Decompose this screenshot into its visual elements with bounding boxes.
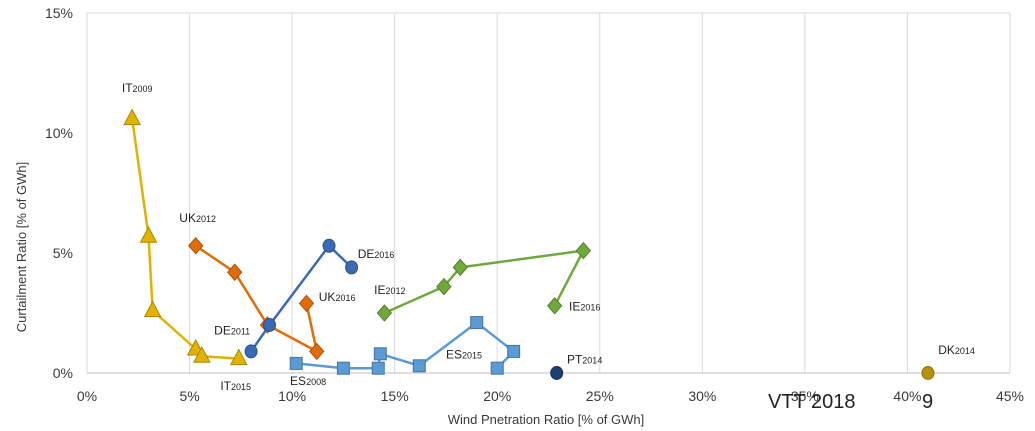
point-label: ES2015 — [446, 348, 482, 362]
point-label: DE2016 — [358, 247, 395, 261]
data-point — [263, 318, 277, 332]
series-ie — [376, 241, 592, 322]
y-tick-label: 15% — [45, 5, 73, 21]
series-dk — [921, 366, 935, 380]
series-pt — [550, 366, 564, 380]
point-label: ES2008 — [290, 374, 326, 388]
data-point — [298, 294, 315, 313]
data-point — [452, 258, 468, 277]
series-es — [289, 316, 521, 375]
data-point — [550, 366, 564, 380]
data-point — [376, 304, 393, 322]
data-point — [345, 260, 359, 275]
data-point — [412, 359, 426, 373]
point-label: IE2016 — [569, 300, 600, 314]
data-point — [244, 344, 258, 359]
data-point — [336, 361, 350, 375]
point-label: IT2009 — [122, 81, 153, 95]
series-line — [296, 321, 515, 370]
x-tick-label: 30% — [688, 388, 716, 404]
data-point — [373, 347, 387, 361]
y-tick-label: 0% — [53, 365, 73, 381]
stray-text: 9 — [922, 391, 933, 413]
series-it — [123, 108, 248, 366]
x-tick-label: 35% — [791, 388, 819, 404]
data-point — [322, 238, 336, 253]
data-point — [546, 297, 563, 315]
x-tick-label: 0% — [77, 388, 97, 404]
x-tick-label: 40% — [893, 388, 921, 404]
data-point — [229, 348, 248, 366]
y-tick-label: 5% — [53, 245, 73, 261]
y-tick-label: 10% — [45, 125, 73, 141]
x-tick-label: 45% — [996, 388, 1024, 404]
data-point — [143, 300, 162, 318]
point-label: DK2014 — [938, 343, 975, 357]
data-point — [193, 346, 211, 363]
y-axis-title: Curtailment Ratio [% of GWh] — [14, 162, 29, 333]
data-point — [123, 108, 141, 126]
data-point — [188, 237, 204, 255]
point-labels: IT2009 IT2015 UK2012 UK2016 DE2011 DE2016 ES20… — [122, 81, 975, 393]
x-tick-label: 15% — [381, 388, 409, 404]
data-point — [309, 342, 325, 361]
data-point — [575, 241, 592, 260]
x-tick-label: 5% — [179, 388, 199, 404]
data-point — [436, 277, 452, 296]
data-series — [123, 108, 935, 380]
point-label: UK2016 — [319, 290, 356, 304]
point-label: PT2014 — [567, 352, 602, 366]
series-line — [250, 244, 353, 353]
point-label: IE2012 — [374, 283, 405, 297]
point-label: UK2012 — [179, 211, 216, 225]
series-de — [244, 238, 359, 359]
x-tick-label: 10% — [278, 388, 306, 404]
data-point — [921, 366, 935, 380]
series-uk — [188, 237, 325, 361]
series-line — [130, 118, 239, 360]
gridlines — [86, 12, 1011, 374]
data-point — [470, 316, 484, 330]
data-point — [490, 361, 504, 375]
data-point — [139, 226, 158, 243]
x-axis-title: Wind Pnetration Ratio [% of GWh] — [448, 412, 645, 427]
point-label: IT2015 — [220, 379, 251, 393]
data-point — [289, 356, 303, 370]
data-point — [507, 344, 521, 358]
x-tick-label: 25% — [586, 388, 614, 404]
point-label: DE2011 — [214, 324, 250, 338]
data-point — [371, 361, 385, 375]
tick-labels: 0% 5% 10% 15% 20% 25% 30% 35% 40% 45% 0% 5% 10% 15% — [45, 5, 1024, 404]
x-tick-label: 20% — [483, 388, 511, 404]
watermark-text: VTT 2018 — [768, 391, 855, 413]
data-point — [227, 263, 243, 281]
